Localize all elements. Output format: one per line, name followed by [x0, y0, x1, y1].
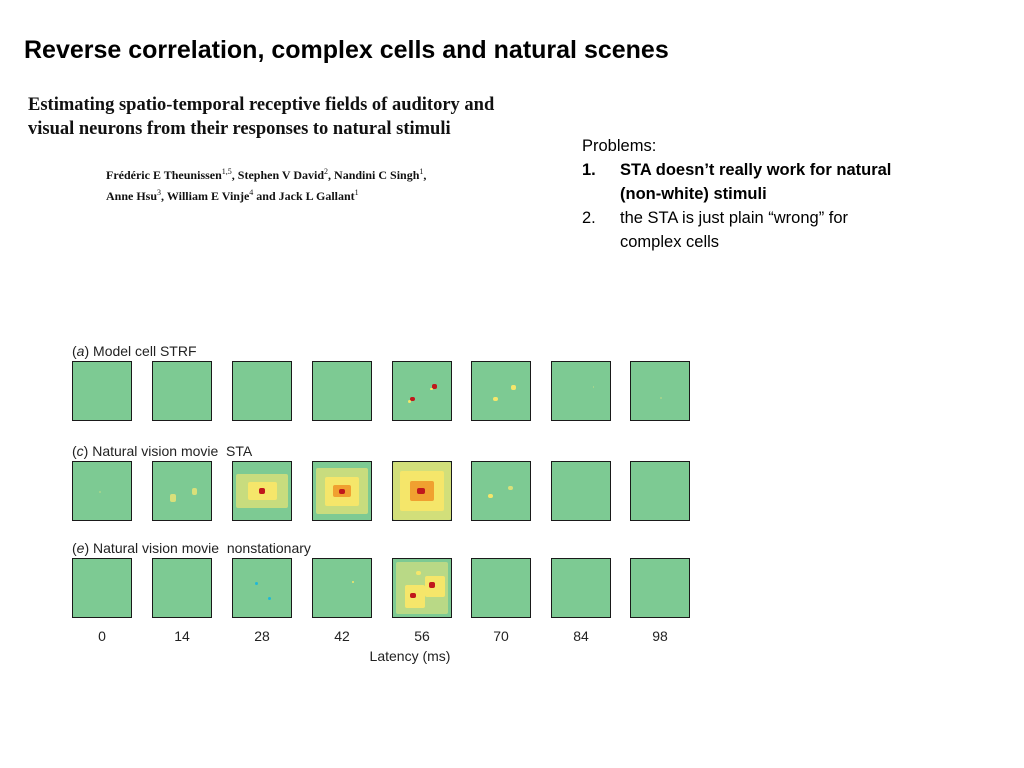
- rf-blob: [99, 491, 101, 493]
- author-name: Nandini C Singh: [334, 168, 420, 182]
- rf-blob: [424, 576, 446, 597]
- latency-tick: 70: [493, 628, 509, 644]
- panel-label-c: (c) Natural vision movie STA: [72, 443, 253, 459]
- panel-label-a: (a) Model cell STRF: [72, 343, 197, 359]
- author-name: William E Vinje: [166, 189, 250, 203]
- receptive-field-tile: [72, 461, 132, 521]
- receptive-field-tile: [471, 361, 531, 421]
- latency-tick: 98: [652, 628, 668, 644]
- paper-authors: Frédéric E Theunissen1,5, Stephen V Davi…: [106, 167, 427, 203]
- paper-title: Estimating spatio-temporal receptive fie…: [28, 95, 495, 139]
- author-name: Anne Hsu: [106, 189, 158, 203]
- rf-blob: [410, 396, 416, 402]
- author-affiliation: 3: [157, 188, 162, 197]
- receptive-field-tile: [232, 361, 292, 421]
- author-name: Jack L Gallant: [278, 189, 355, 203]
- receptive-field-tile: [630, 558, 690, 618]
- latency-tick: 0: [98, 628, 106, 644]
- latency-tick: 84: [573, 628, 589, 644]
- problem-item: 1. STA doesn’t really work for natural (…: [582, 158, 902, 206]
- receptive-field-tile: [72, 361, 132, 421]
- rf-blob: [488, 494, 493, 498]
- author-affiliation: 1: [419, 167, 424, 176]
- rf-blob: [410, 592, 417, 599]
- receptive-field-tile: [312, 558, 372, 618]
- receptive-field-tile: [392, 558, 452, 618]
- author-name: Frédéric E Theunissen: [106, 168, 222, 182]
- panel-label-e: (e) Natural vision movie nonstationary: [72, 540, 311, 556]
- receptive-field-tile: [232, 461, 292, 521]
- receptive-field-tile: [392, 461, 452, 521]
- rf-blob: [432, 384, 438, 389]
- rf-blob: [416, 570, 421, 576]
- receptive-field-tile: [630, 361, 690, 421]
- receptive-field-tile: [551, 361, 611, 421]
- latency-tick: 56: [414, 628, 430, 644]
- rf-blob: [259, 488, 265, 494]
- receptive-field-tile: [630, 461, 690, 521]
- receptive-field-tile: [152, 558, 212, 618]
- rf-blob: [352, 581, 355, 583]
- problem-text: the STA is just plain “wrong” for comple…: [620, 209, 849, 251]
- receptive-field-tile: [471, 558, 531, 618]
- problem-number: 1.: [582, 161, 596, 179]
- problem-number: 2.: [582, 209, 596, 227]
- problem-text: STA doesn’t really work for natural (non…: [620, 161, 892, 203]
- rf-blob: [507, 486, 513, 490]
- rf-blob: [492, 396, 498, 402]
- problem-item: 2. the STA is just plain “wrong” for com…: [582, 206, 902, 254]
- rf-blob: [192, 488, 198, 496]
- rf-blob: [339, 489, 345, 494]
- author-affiliation: 2: [324, 167, 329, 176]
- latency-tick: 42: [334, 628, 350, 644]
- x-axis-label: Latency (ms): [369, 648, 451, 664]
- receptive-field-tile: [392, 361, 452, 421]
- latency-tick: 28: [254, 628, 270, 644]
- author-affiliation: 1: [354, 188, 359, 197]
- receptive-field-tile: [312, 461, 372, 521]
- problems-heading: Problems:: [582, 137, 657, 155]
- receptive-field-tile: [471, 461, 531, 521]
- receptive-field-tile: [551, 558, 611, 618]
- latency-tick: 14: [174, 628, 190, 644]
- rf-blob: [170, 493, 177, 502]
- paper-citation: Estimating spatio-temporal receptive fie…: [28, 93, 528, 205]
- receptive-field-tile: [152, 461, 212, 521]
- problems-list: Problems: 1. STA doesn’t really work for…: [582, 134, 902, 254]
- receptive-field-tile: [72, 558, 132, 618]
- slide-title: Reverse correlation, complex cells and n…: [24, 36, 669, 64]
- rf-blob: [430, 387, 433, 391]
- rf-blob: [660, 396, 663, 400]
- receptive-field-tile: [312, 361, 372, 421]
- rf-blob: [428, 582, 435, 588]
- rf-blob: [417, 487, 426, 495]
- rf-blob: [592, 386, 595, 389]
- author-affiliation: 1,5: [221, 167, 232, 176]
- strf-figure: (a) Model cell STRF (c) Natural vision m…: [70, 340, 710, 670]
- rf-blob: [255, 582, 258, 586]
- rf-blob: [408, 400, 411, 404]
- author-affiliation: 4: [249, 188, 254, 197]
- receptive-field-tile: [551, 461, 611, 521]
- rf-blob: [511, 385, 517, 390]
- rf-blob: [267, 596, 271, 600]
- receptive-field-tile: [232, 558, 292, 618]
- author-name: Stephen V David: [237, 168, 325, 182]
- receptive-field-tile: [152, 361, 212, 421]
